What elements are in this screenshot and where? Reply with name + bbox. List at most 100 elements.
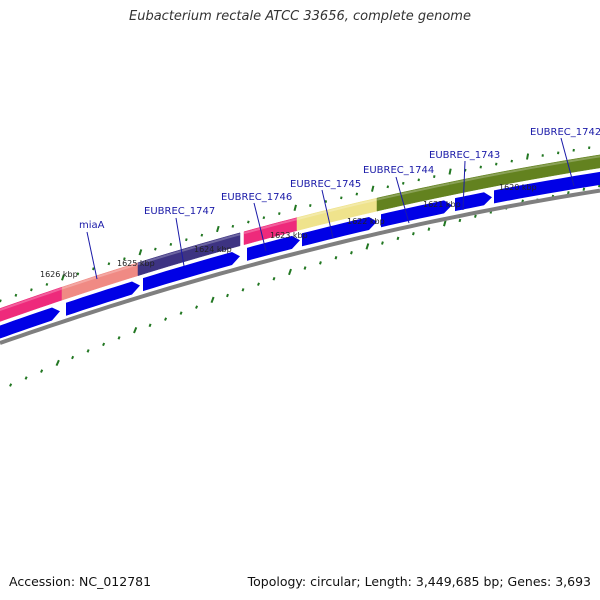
tick-mark <box>30 288 33 292</box>
kbp-label: 1620 kbp <box>499 183 537 192</box>
kbp-label: 1623 kbp <box>270 231 308 240</box>
feature-arrow <box>455 192 492 212</box>
tick-mark <box>309 204 312 207</box>
tick-mark <box>200 233 204 237</box>
gene-band-highlight <box>376 182 451 201</box>
tick-mark <box>247 220 250 224</box>
tick-mark <box>278 212 281 216</box>
tick-mark <box>371 185 375 192</box>
tick-mark <box>40 369 44 373</box>
tick-mark <box>433 175 436 178</box>
gene-label-eubrec-1744: EUBREC_1744 <box>363 165 434 176</box>
leader-line <box>253 202 267 252</box>
tick-mark <box>458 218 462 223</box>
tick-mark <box>169 242 173 246</box>
feature-arrow-track <box>0 171 600 339</box>
tick-mark <box>61 274 65 281</box>
kbp-label: 1625 kbp <box>117 259 155 268</box>
tick-mark <box>14 293 18 297</box>
gene-band-highlight <box>243 218 298 235</box>
tick-mark <box>92 267 95 271</box>
tick-mark <box>386 185 390 189</box>
tick-mark <box>45 282 49 286</box>
leader-line <box>175 217 185 267</box>
tick-mark <box>510 159 513 163</box>
leader-line <box>395 176 410 224</box>
tick-mark <box>319 261 322 265</box>
tick-mark <box>107 262 111 266</box>
gene-label-eubrec-1746: EUBREC_1746 <box>221 192 292 203</box>
gene-band-highlight <box>0 287 63 312</box>
tick-mark <box>495 162 498 166</box>
tick-mark <box>24 376 28 380</box>
tick-mark <box>567 191 570 195</box>
tick-mark <box>288 268 292 276</box>
tick-mark <box>443 220 447 227</box>
feature-arrow <box>66 281 140 316</box>
gene-label-eubrec-1743: EUBREC_1743 <box>429 150 500 161</box>
tick-mark <box>396 236 400 241</box>
gene-band-highlight <box>296 198 378 221</box>
tick-mark <box>324 200 328 204</box>
tick-mark <box>216 225 220 233</box>
gene-label-eubrec-1747: EUBREC_1747 <box>144 206 215 217</box>
tick-mark <box>133 327 138 334</box>
tick-mark <box>582 187 586 191</box>
tick-mark <box>272 276 276 281</box>
tick-mark <box>195 305 199 309</box>
tick-mark <box>76 272 80 276</box>
tick-mark <box>185 238 188 242</box>
feature-arrow <box>247 235 300 261</box>
feature-arrow <box>494 171 600 204</box>
feature-arrow <box>0 307 60 339</box>
tick-mark <box>526 153 530 160</box>
feature-arrow <box>381 200 452 228</box>
tick-mark <box>138 249 143 256</box>
tick-mark <box>340 196 343 200</box>
kbp-label: 1624 kbp <box>194 245 232 254</box>
tick-mark <box>257 282 260 286</box>
gene-label-eubrec-1742: EUBREC_1742 <box>530 127 600 138</box>
feature-arrow <box>302 217 377 247</box>
gene-band-highlight <box>61 263 139 290</box>
genome-summary-text: Topology: circular; Length: 3,449,685 bp… <box>247 574 591 589</box>
tick-mark <box>102 342 106 347</box>
tick-mark <box>123 257 126 261</box>
tick-mark <box>412 232 415 236</box>
tick-mark <box>479 165 482 169</box>
tick-mark <box>427 227 431 231</box>
leader-line <box>462 160 466 211</box>
tick-mark <box>231 224 235 228</box>
tick-mark <box>210 296 215 304</box>
kbp-scale-labels: 1626 kbp 1625 kbp 1624 kbp 1623 kbp 1622… <box>40 183 537 279</box>
gene-label-leaders <box>86 137 575 280</box>
kbp-label: 1626 kbp <box>40 270 78 279</box>
tick-mark <box>179 311 183 315</box>
tick-mark <box>448 168 452 175</box>
kbp-label: 1621 kbp <box>423 200 461 209</box>
accession-text: Accession: NC_012781 <box>9 574 152 589</box>
tick-mark <box>164 317 168 321</box>
gene-band-highlight <box>137 233 241 266</box>
tick-mark <box>154 247 157 251</box>
gene-label-eubrec-1745: EUBREC_1745 <box>290 179 361 190</box>
gene-band <box>449 154 600 196</box>
colored-gene-track <box>0 154 600 322</box>
leader-line <box>86 231 98 280</box>
map-title: Eubacterium rectale ATCC 33656, complete… <box>129 9 471 24</box>
tick-mark <box>303 266 307 270</box>
tick-mark <box>365 243 370 250</box>
tick-mark <box>117 336 121 340</box>
tick-mark <box>334 256 338 260</box>
gene-band <box>137 232 241 277</box>
tick-mark <box>350 251 353 255</box>
tick-mark <box>355 192 359 196</box>
tick-mark <box>417 178 420 182</box>
tick-mark <box>9 383 13 387</box>
tick-mark <box>71 355 75 360</box>
tick-mark <box>381 241 384 245</box>
tick-mark <box>0 299 2 303</box>
tick-mark <box>55 359 60 367</box>
tick-mark <box>86 349 90 353</box>
